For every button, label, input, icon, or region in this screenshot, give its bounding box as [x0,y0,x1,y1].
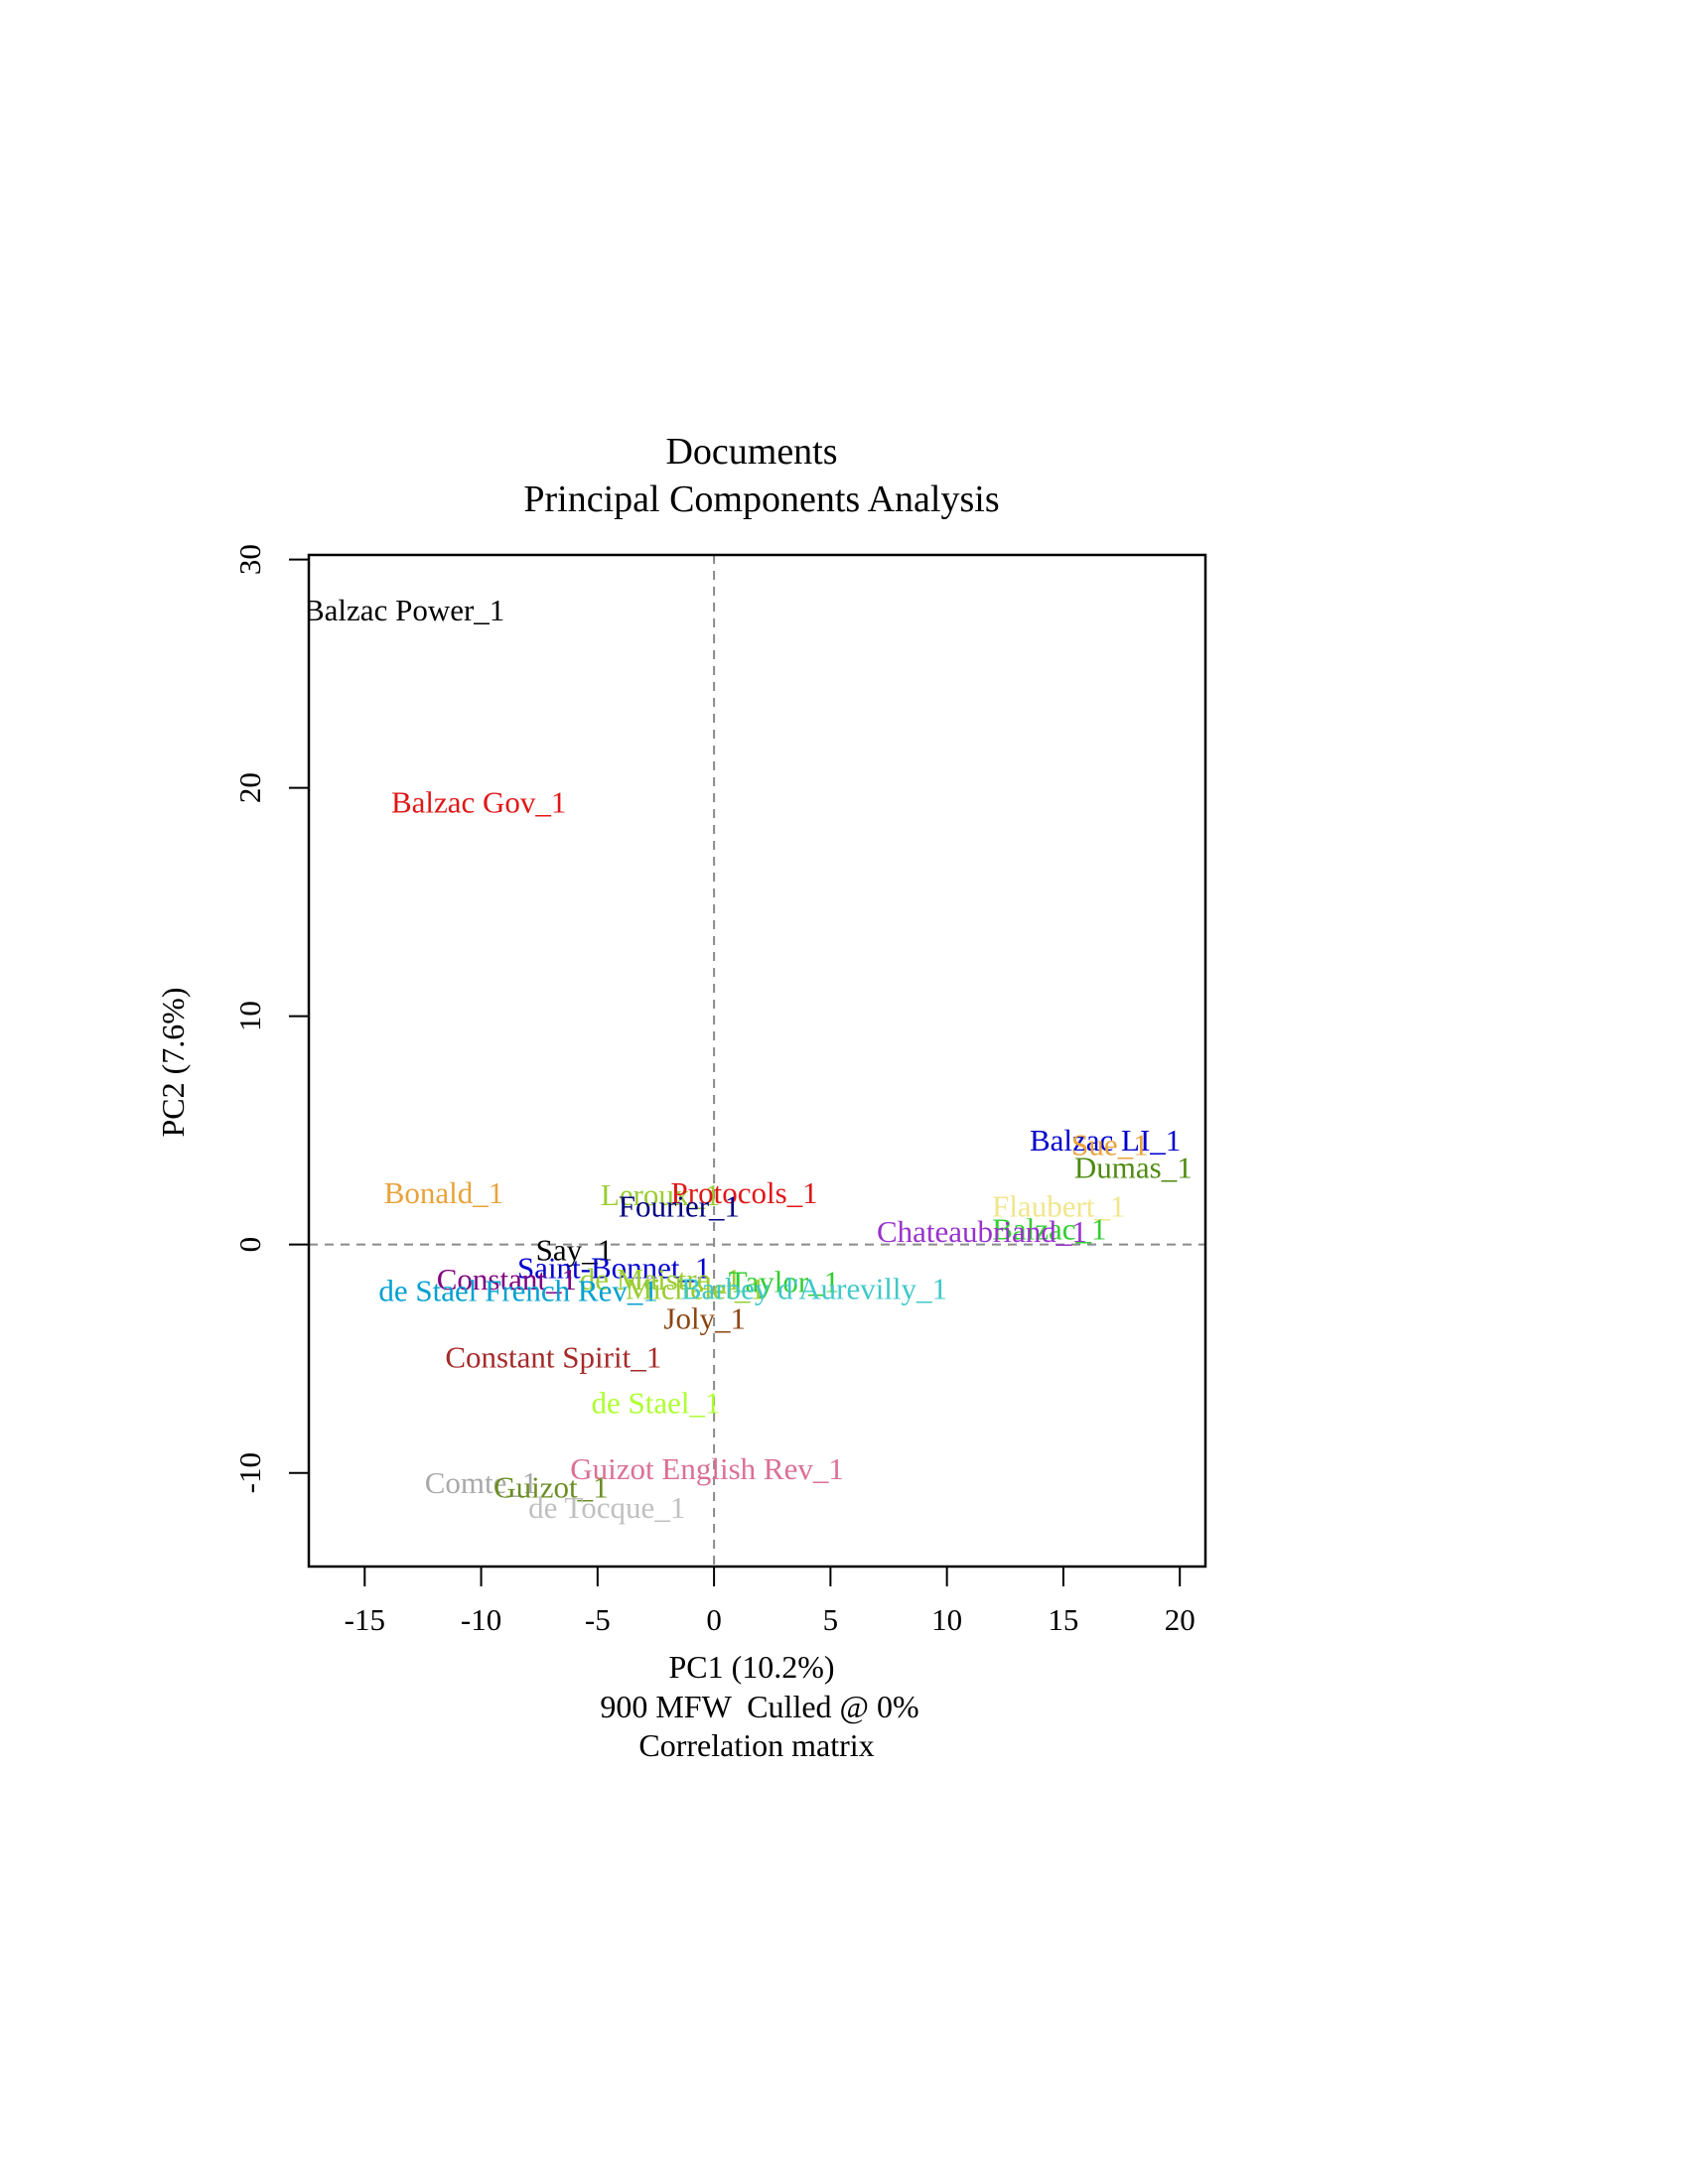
plot-frame [307,553,1207,1569]
point-labels: Balzac Power_1 Balzac Gov_1 Balzac LI_1Sue… [304,593,1193,1525]
y-tick-label: -10 [232,1452,267,1493]
y-axis-label: PC2 (7.6%) [155,987,191,1137]
point-label: Guizot English Rev_1 [570,1451,844,1486]
point-label: Flaubert_1 [992,1189,1125,1224]
y-tick-label: 10 [232,1001,267,1031]
point-label: Protocols_1 [671,1175,818,1210]
chart-title: Documents [665,431,837,473]
point-label: Joly_1 [663,1300,746,1335]
y-tick-label: 0 [232,1237,267,1253]
x-tick-label: -15 [345,1602,385,1637]
y-tick-label: 20 [232,772,267,803]
x-tick-label: 0 [706,1602,722,1637]
point-label: Sue_1 [1071,1127,1149,1161]
point-label: Comte_1 [425,1465,538,1500]
y-tick-label: 30 [232,544,267,575]
point-label: Barbey d'Aurevilly_1 [681,1271,947,1305]
point-label: Fourier_1 [619,1189,740,1224]
x-tick-label: -5 [585,1602,611,1637]
point-label: Saint-Bonnet_1 [517,1251,711,1286]
point-label: Michelet_1 [626,1271,766,1305]
x-tick-label: 10 [931,1602,962,1637]
point-label: de Maistre_1 [580,1262,742,1297]
x-tick-label: 20 [1165,1602,1196,1637]
x-axis-label: PC1 (10.2%) [668,1649,834,1685]
point-label: de Tocque_1 [528,1490,685,1525]
x-tick-label: 5 [823,1602,839,1637]
point-label: de Stael_1 [591,1385,720,1420]
x-tick-label: 15 [1048,1602,1078,1637]
point-label: Leroux_1 [601,1177,721,1212]
point-label: Balzac Power_1 [304,593,504,627]
point-label: Balzac LI_1 [1030,1123,1181,1158]
footer-matrix: Correlation matrix [638,1727,874,1763]
point-label: Taylor_1 [729,1264,839,1298]
point-label: Constant Spirit_1 [445,1339,661,1374]
point-label: Chateaubriand_1 [877,1214,1087,1249]
point-label: Say_1 [536,1232,614,1267]
footer-mfw: 900 MFW Culled @ 0% [600,1689,918,1724]
point-label: Guizot_1 [493,1469,608,1504]
point-label: Dumas_1 [1074,1150,1193,1184]
point-label: Balzac_1 [992,1212,1106,1247]
point-label: de Stael French Rev_1 [378,1274,658,1308]
point-label: Balzac Gov_1 [391,784,566,819]
point-label: Bonald_1 [384,1175,504,1210]
chart-subtitle: Principal Components Analysis [523,478,999,520]
x-tick-label: -10 [461,1602,501,1637]
point-label: Constant_1 [437,1262,577,1297]
plot-area: -15 -10 -5 0 5 10 15 20 -10 0 10 20 30 Balzac Power_1… [232,544,1207,1637]
